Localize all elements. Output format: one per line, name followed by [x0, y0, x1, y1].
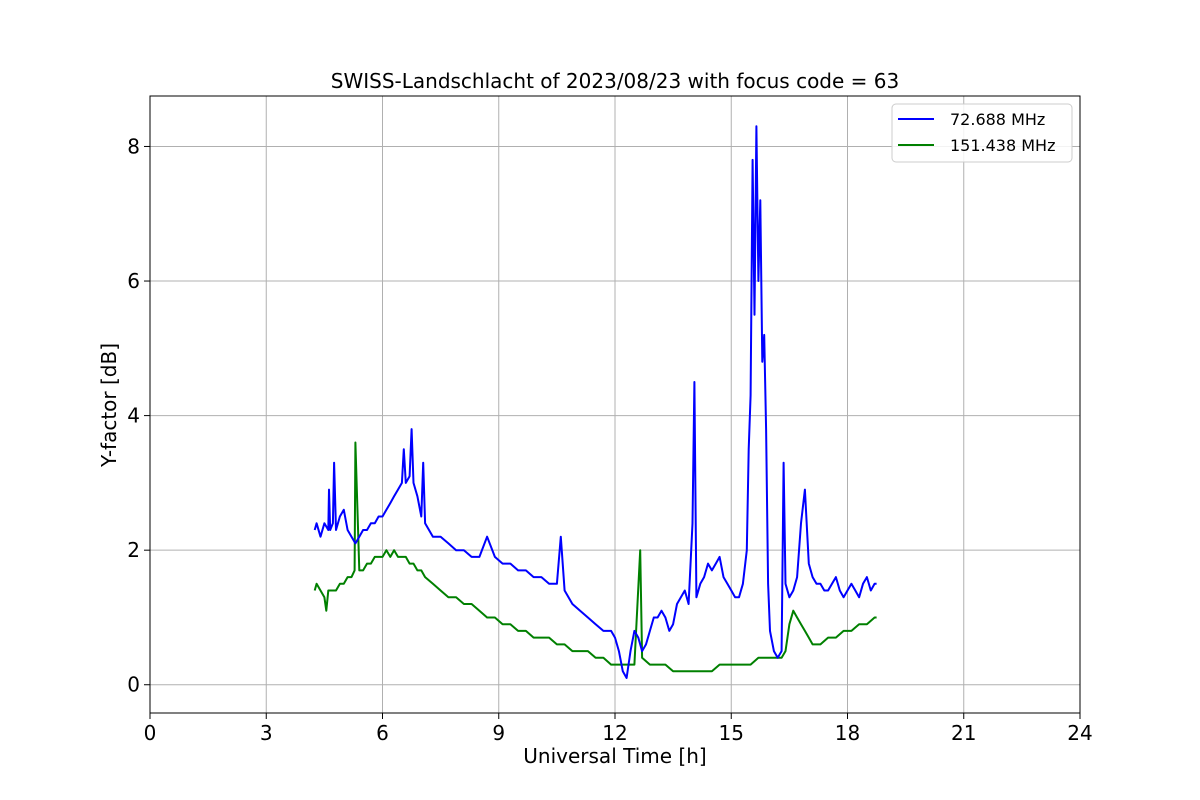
y-tick-label: 8: [127, 134, 140, 158]
chart-title: SWISS-Landschlacht of 2023/08/23 with fo…: [331, 69, 899, 93]
y-tick-label: 4: [127, 404, 140, 428]
x-tick-label: 0: [144, 721, 157, 745]
y-axis-label: Y-factor [dB]: [97, 343, 121, 468]
y-tick-label: 2: [127, 538, 140, 562]
x-tick-label: 3: [260, 721, 273, 745]
x-tick-label: 9: [492, 721, 505, 745]
legend-label-151-mhz: 151.438 MHz: [950, 136, 1055, 155]
series-layer: [313, 125, 877, 679]
x-tick-label: 15: [719, 721, 744, 745]
legend-label-72-mhz: 72.688 MHz: [950, 110, 1045, 129]
legend: 72.688 MHz 151.438 MHz: [891, 103, 1073, 163]
x-tick-label: 6: [376, 721, 389, 745]
x-tick-label: 21: [951, 721, 976, 745]
y-tick-label: 0: [127, 673, 140, 697]
series-line-72-mhz: [313, 125, 877, 679]
x-tick-label: 18: [835, 721, 860, 745]
x-tick-label: 12: [602, 721, 627, 745]
x-tick-label: 24: [1067, 721, 1092, 745]
series-line-151-mhz: [313, 441, 877, 673]
y-tick-label: 6: [127, 269, 140, 293]
x-axis-label: Universal Time [h]: [523, 744, 706, 768]
legend-box: [891, 103, 1073, 163]
